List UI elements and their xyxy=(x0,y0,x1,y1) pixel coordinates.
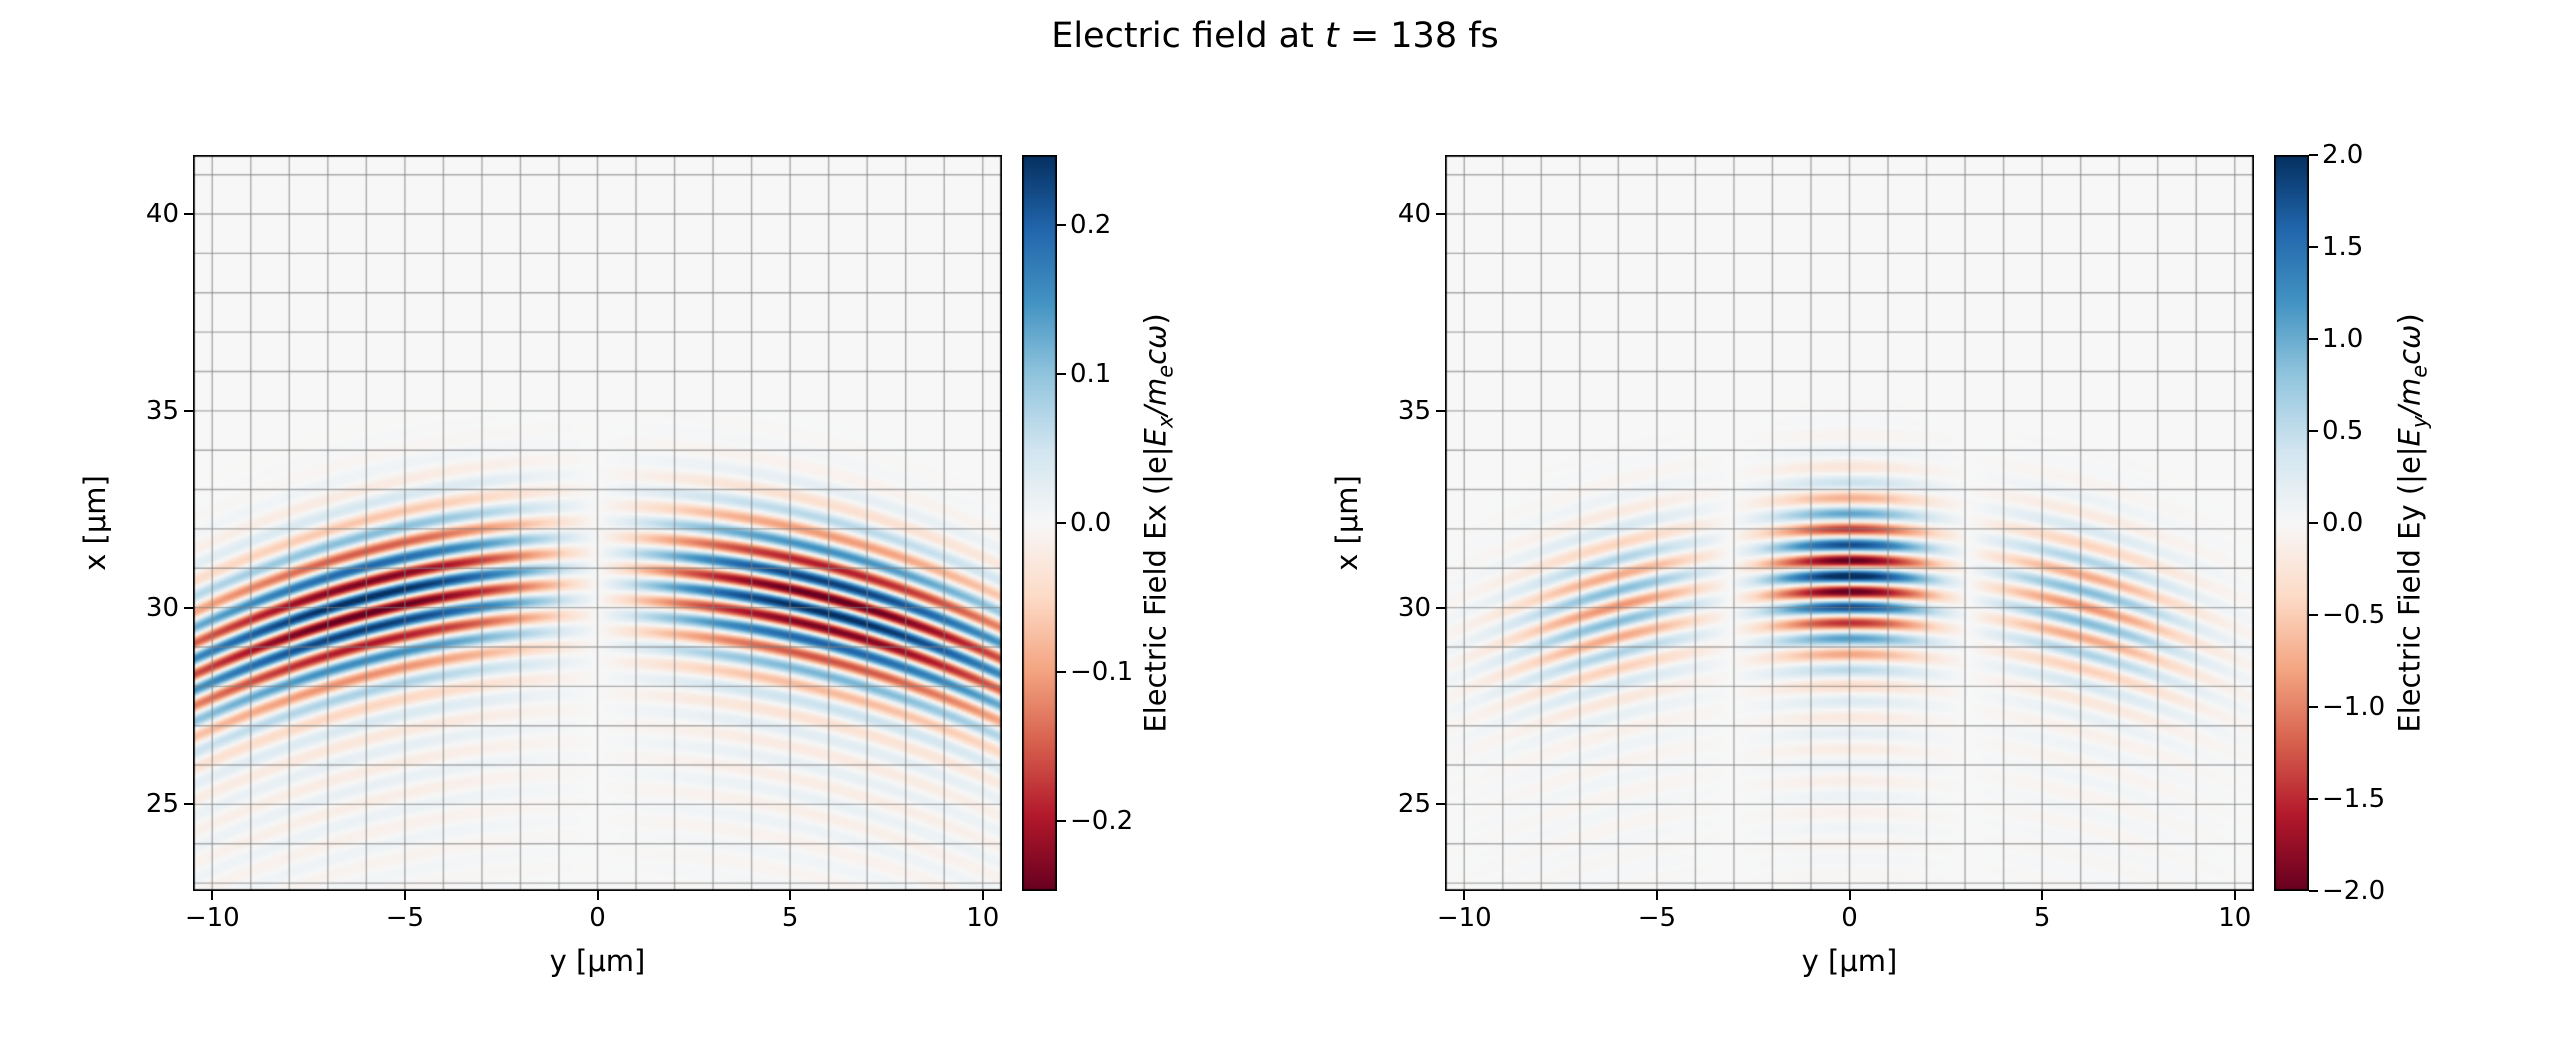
grid-overlay-ey xyxy=(1445,155,2254,891)
x-tick-mark xyxy=(403,891,406,900)
y-tick-mark xyxy=(1436,606,1445,609)
cb-ex-E: E xyxy=(1138,428,1173,447)
cb-ex-m: /m xyxy=(1138,377,1173,416)
colorbar-tick-mark xyxy=(1057,670,1066,673)
colorbar-tick-mark xyxy=(2309,798,2318,800)
colorbar-tick-mark xyxy=(1057,373,1066,375)
colorbar-tick-mark xyxy=(2309,246,2318,248)
y-tick-label: 30 xyxy=(145,592,179,623)
x-tick-mark xyxy=(2233,891,2236,900)
cb-ex-sub2: e xyxy=(1153,364,1178,378)
y-tick-mark xyxy=(184,606,193,609)
x-tick-label: −10 xyxy=(1436,903,1492,933)
colorbar-tick-label: 1.5 xyxy=(2322,232,2364,262)
colorbar-tick-label: 0.2 xyxy=(1070,210,1112,241)
colorbar-tick-mark xyxy=(1057,819,1066,822)
colorbar-tick-label: 2.0 xyxy=(2322,140,2364,170)
colorbar-tick-mark xyxy=(2309,614,2318,616)
colorbar-tick-mark xyxy=(2309,154,2318,156)
x-tick-label: 5 xyxy=(781,903,799,933)
cb-ey-comega: cω xyxy=(2392,324,2427,365)
x-tick-label: 10 xyxy=(2218,903,2252,933)
x-tick-mark xyxy=(1655,891,1658,900)
figure-title: Electric field at t = 138 fs xyxy=(0,16,2550,56)
colorbar-label-ex: Electric Field Ex (|e|Ex/mecω) xyxy=(1139,313,1178,732)
colorbar-tick-mark xyxy=(1057,224,1066,227)
x-tick-label: 0 xyxy=(589,903,606,933)
y-tick-mark xyxy=(1436,803,1445,806)
colorbar-tick-mark xyxy=(2309,890,2318,892)
y-tick-label: 35 xyxy=(1397,395,1431,426)
x-tick-label: 10 xyxy=(966,903,1000,933)
cb-ex-sub1: x xyxy=(1153,415,1178,429)
colorbar-tick-label: 0.0 xyxy=(1070,508,1112,538)
axes-panel-ex xyxy=(193,155,1002,891)
colorbar-tick-label: 0.1 xyxy=(1070,359,1112,389)
y-tick-label: 30 xyxy=(1397,592,1431,623)
colorbar-tick-label: −1.0 xyxy=(2322,692,2386,722)
colorbar-tick-label: −0.1 xyxy=(1070,656,1134,687)
cb-ey-m: /m xyxy=(2392,377,2427,416)
x-tick-label: −5 xyxy=(385,903,425,933)
grid-overlay-ex xyxy=(193,155,1002,891)
x-tick-mark xyxy=(2041,891,2044,900)
cb-ex-close: ) xyxy=(1138,313,1173,325)
x-tick-mark xyxy=(596,891,599,900)
x-tick-label: −5 xyxy=(1637,903,1677,933)
colorbar-tick-label: −2.0 xyxy=(2322,876,2386,906)
x-tick-label: 5 xyxy=(2033,903,2051,933)
x-tick-mark xyxy=(981,891,984,900)
y-tick-label: 25 xyxy=(1397,789,1431,820)
y-tick-mark xyxy=(184,803,193,806)
y-tick-label: 40 xyxy=(1397,199,1431,230)
x-tick-mark xyxy=(789,891,792,900)
x-tick-mark xyxy=(211,891,214,900)
title-prefix: Electric field at xyxy=(1051,16,1325,56)
y-tick-label: 25 xyxy=(145,789,179,820)
cb-ey-text: Electric Field Ey (|e| xyxy=(2392,446,2427,733)
y-tick-mark xyxy=(184,213,193,216)
axes-panel-ey xyxy=(1445,155,2254,891)
cb-ey-close: ) xyxy=(2392,313,2427,325)
x-tick-label: −10 xyxy=(184,903,240,933)
colorbar-ex xyxy=(1022,155,1057,891)
y-tick-mark xyxy=(184,409,193,412)
colorbar-tick-label: −0.5 xyxy=(2322,600,2386,630)
cb-ex-comega: cω xyxy=(1138,324,1173,365)
x-tick-mark xyxy=(1848,891,1851,900)
colorbar-label-ey: Electric Field Ey (|e|Ey/mecω) xyxy=(2393,313,2432,732)
colorbar-tick-mark xyxy=(2309,430,2318,432)
colorbar-tick-label: 1.0 xyxy=(2322,324,2364,354)
x-tick-mark xyxy=(1463,891,1466,900)
colorbar-tick-label: −1.5 xyxy=(2322,784,2386,814)
xaxis-label-ex: y [μm] xyxy=(549,944,646,978)
y-tick-mark xyxy=(1436,409,1445,412)
colorbar-tick-mark xyxy=(2309,522,2318,524)
colorbar-tick-label: −0.2 xyxy=(1070,805,1134,836)
colorbar-tick-mark xyxy=(2309,338,2318,340)
colorbar-tick-mark xyxy=(2309,706,2318,708)
colorbar-ey xyxy=(2274,155,2309,891)
colorbar-tick-label: 0.0 xyxy=(2322,508,2364,538)
xaxis-label-ey: y [μm] xyxy=(1801,944,1898,978)
colorbar-tick-mark xyxy=(1057,522,1066,524)
cb-ey-sub1: y xyxy=(2407,415,2432,429)
x-tick-label: 0 xyxy=(1841,903,1858,933)
colorbar-tick-label: 0.5 xyxy=(2322,416,2364,446)
cb-ey-sub2: e xyxy=(2407,364,2432,378)
cb-ex-text: Electric Field Ex (|e| xyxy=(1138,446,1173,733)
y-tick-label: 40 xyxy=(145,199,179,230)
yaxis-label-ex: x [μm] xyxy=(78,475,112,571)
cb-ey-E: E xyxy=(2392,428,2427,447)
yaxis-label-ey: x [μm] xyxy=(1330,475,1364,571)
title-variable: t xyxy=(1324,16,1339,56)
y-tick-mark xyxy=(1436,213,1445,216)
title-suffix: = 138 fs xyxy=(1338,16,1499,56)
y-tick-label: 35 xyxy=(145,395,179,426)
